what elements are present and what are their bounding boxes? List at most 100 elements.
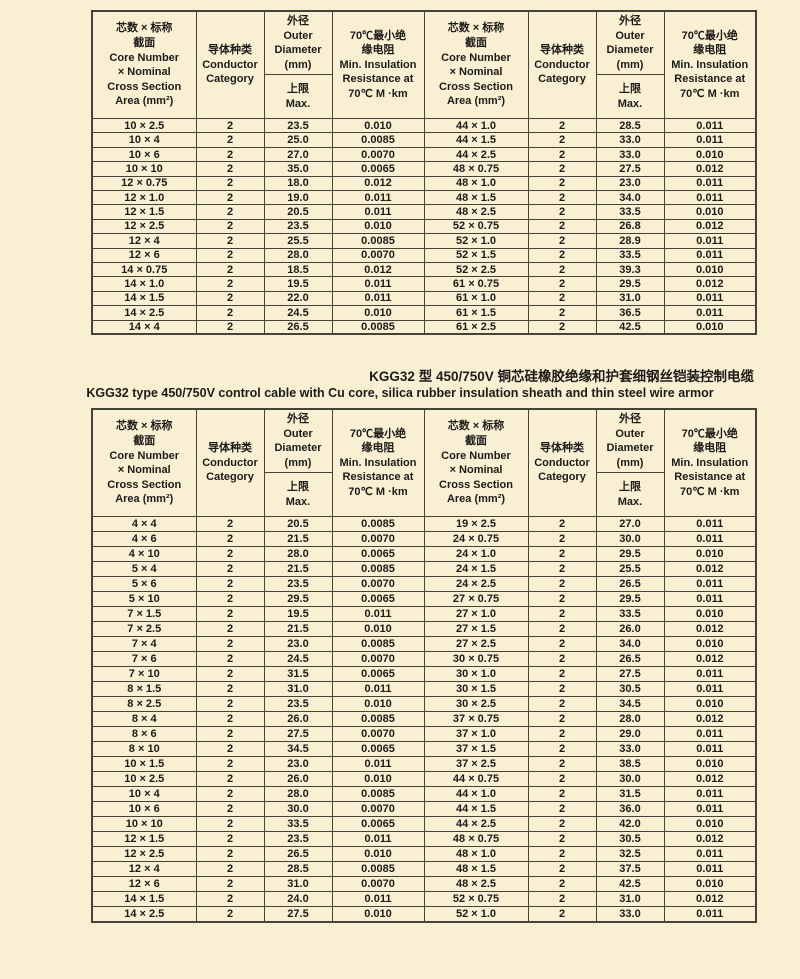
table-cell: 0.0085	[331, 233, 425, 249]
table-cell: 0.010	[331, 906, 425, 923]
table-row: 12 × 1.5 2 23.5 0.011 48 × 0.75 2 30.5 0.012	[91, 831, 757, 848]
table-cell: 2	[527, 846, 597, 863]
table-cell: 21.5	[263, 561, 333, 578]
table-cell: 10 × 10	[91, 161, 197, 177]
table-cell: 23.5	[263, 118, 333, 134]
table-cell: 23.5	[263, 218, 333, 235]
table-cell: 34.0	[595, 636, 665, 653]
table-cell: 42.5	[595, 876, 665, 893]
table-cell: 28.0	[595, 711, 665, 728]
spec-table-top-header: 芯数 × 标称 截面 Core Number × Nominal Cross S…	[91, 10, 757, 120]
table-cell: 48 × 1.5	[423, 190, 529, 206]
table-cell: 26.5	[595, 651, 665, 668]
table-cell: 23.5	[263, 696, 333, 713]
table-cell: 2	[195, 531, 265, 548]
table-cell: 5 × 6	[91, 576, 197, 593]
table-cell: 27 × 1.0	[423, 606, 529, 623]
table-cell: 48 × 0.75	[423, 831, 529, 848]
table-cell: 2	[527, 233, 597, 249]
table-cell: 0.0070	[331, 801, 425, 818]
table-cell: 0.011	[331, 756, 425, 773]
table-cell: 18.5	[263, 261, 333, 278]
table-cell: 0.0070	[331, 726, 425, 743]
col-header-diameter-max: 上限 Max.	[595, 472, 665, 518]
table-cell: 0.0085	[331, 786, 425, 803]
table-cell: 2	[527, 756, 597, 773]
table-cell: 8 × 1.5	[91, 681, 197, 698]
table-cell: 0.011	[663, 175, 757, 192]
table-title-english: KGG32 type 450/750V control cable with C…	[86, 386, 714, 400]
table-cell: 44 × 1.0	[423, 786, 529, 803]
table-row: 14 × 4 2 26.5 0.0085 61 × 2.5 2 42.5 0.010	[91, 319, 757, 335]
table-cell: 2	[527, 606, 597, 623]
table-cell: 2	[195, 132, 265, 148]
col-header-core: 芯数 × 标称 截面 Core Number × Nominal Cross S…	[423, 10, 529, 120]
table-cell: 0.010	[331, 218, 425, 235]
table-cell: 27.5	[263, 726, 333, 743]
table-cell: 52 × 0.75	[423, 891, 529, 908]
table-cell: 2	[195, 771, 265, 788]
table-cell: 24.0	[263, 891, 333, 908]
table-cell: 48 × 1.0	[423, 846, 529, 863]
table-row: 8 × 6 2 27.5 0.0070 37 × 1.0 2 29.0 0.011	[91, 726, 757, 743]
table-cell: 27 × 0.75	[423, 591, 529, 608]
table-cell: 10 × 6	[91, 801, 197, 818]
table-cell: 0.012	[663, 651, 757, 668]
table-cell: 10 × 4	[91, 132, 197, 148]
table-cell: 31.0	[263, 681, 333, 698]
table-cell: 39.3	[595, 261, 665, 278]
col-header-diameter: 外径 Outer Diameter (mm)	[263, 10, 333, 76]
table-cell: 28.0	[263, 247, 333, 263]
table-title-chinese: KGG32 型 450/750V 铜芯硅橡胶绝缘和护套细钢丝铠装控制电缆	[369, 369, 754, 384]
table-cell: 33.0	[595, 132, 665, 148]
table-cell: 0.011	[663, 132, 757, 148]
table-cell: 0.0085	[331, 861, 425, 878]
table-cell: 2	[527, 146, 597, 163]
table-cell: 0.012	[663, 831, 757, 848]
table-cell: 0.0065	[331, 666, 425, 683]
col-header-core: 芯数 × 标称 截面 Core Number × Nominal Cross S…	[91, 10, 197, 120]
table-cell: 0.010	[331, 696, 425, 713]
table-cell: 0.011	[663, 861, 757, 878]
table-cell: 2	[195, 118, 265, 134]
table-cell: 8 × 10	[91, 741, 197, 758]
table-cell: 2	[527, 576, 597, 593]
table-cell: 2	[195, 546, 265, 563]
col-header-core: 芯数 × 标称 截面 Core Number × Nominal Cross S…	[423, 408, 529, 518]
table-cell: 2	[195, 233, 265, 249]
table-cell: 2	[527, 175, 597, 192]
table-cell: 0.010	[663, 816, 757, 833]
table-row: 4 × 4 2 20.5 0.0085 19 × 2.5 2 27.0 0.011	[91, 516, 757, 533]
table-cell: 2	[195, 261, 265, 278]
col-header-conductor: 导体种类 Conductor Category	[195, 408, 265, 518]
table-cell: 23.0	[595, 175, 665, 192]
table-cell: 2	[195, 786, 265, 803]
table-cell: 44 × 1.5	[423, 132, 529, 148]
table-cell: 21.5	[263, 531, 333, 548]
table-cell: 31.0	[595, 290, 665, 307]
table-cell: 0.011	[331, 290, 425, 307]
table-row: 7 × 6 2 24.5 0.0070 30 × 0.75 2 26.5 0.012	[91, 651, 757, 668]
table-cell: 21.5	[263, 621, 333, 638]
table-cell: 29.5	[263, 591, 333, 608]
table-cell: 0.0065	[331, 816, 425, 833]
table-cell: 33.5	[595, 204, 665, 220]
table-cell: 0.0070	[331, 576, 425, 593]
table-cell: 0.0085	[331, 132, 425, 148]
table-cell: 0.010	[663, 636, 757, 653]
table-cell: 14 × 2.5	[91, 906, 197, 923]
table-row: 14 × 2.5 2 24.5 0.010 61 × 1.5 2 36.5 0.011	[91, 305, 757, 321]
table-row: 12 × 0.75 2 18.0 0.012 48 × 1.0 2 23.0 0.011	[91, 175, 757, 192]
table-cell: 7 × 4	[91, 636, 197, 653]
table-row: 7 × 2.5 2 21.5 0.010 27 × 1.5 2 26.0 0.012	[91, 621, 757, 638]
table-cell: 2	[195, 696, 265, 713]
table-cell: 2	[195, 846, 265, 863]
table-cell: 0.012	[331, 175, 425, 192]
table-cell: 31.5	[595, 786, 665, 803]
table-cell: 0.012	[663, 621, 757, 638]
table-cell: 0.011	[663, 118, 757, 134]
table-row: 10 × 4 2 28.0 0.0085 44 × 1.0 2 31.5 0.011	[91, 786, 757, 803]
table-cell: 36.0	[595, 801, 665, 818]
table-cell: 2	[195, 290, 265, 307]
table-cell: 25.0	[263, 132, 333, 148]
